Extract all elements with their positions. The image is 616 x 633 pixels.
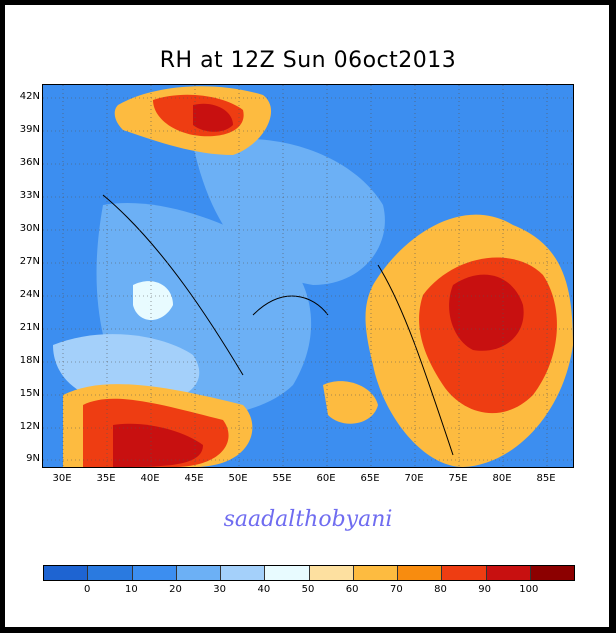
lon-label-40e: 40E — [140, 473, 160, 484]
legend-swatch-7 — [353, 566, 398, 580]
legend-swatch-1 — [88, 566, 133, 580]
lat-label-21n: 21N — [19, 322, 40, 333]
lon-label-55e: 55E — [272, 473, 292, 484]
lat-lon-grid — [43, 85, 573, 467]
lat-label-39n: 39N — [19, 124, 40, 135]
lon-label-80e: 80E — [492, 473, 512, 484]
legend-label-0: 0 — [83, 584, 91, 595]
legend-swatch-6 — [309, 566, 354, 580]
coastline-lines — [102, 194, 454, 456]
lat-label-24n: 24N — [19, 289, 40, 300]
legend-swatch-0 — [44, 566, 89, 580]
lat-label-36n: 36N — [19, 157, 40, 168]
legend-swatch-5 — [265, 566, 310, 580]
legend-label-80: 80 — [434, 584, 447, 595]
lat-label-30n: 30N — [19, 223, 40, 234]
legend-label-70: 70 — [389, 584, 403, 595]
sea-moist-patch — [323, 381, 378, 424]
legend-label-90: 90 — [478, 584, 492, 595]
rh-map-svg — [43, 85, 573, 467]
lat-label-27n: 27N — [19, 256, 40, 267]
legend-label-10: 10 — [124, 584, 138, 595]
lat-label-12n: 12N — [19, 421, 40, 432]
map-title: RH at 12Z Sun 06oct2013 — [159, 48, 457, 73]
legend-swatch-2 — [132, 566, 177, 580]
lat-label-15n: 15N — [19, 388, 40, 399]
signature-watermark: saadalthobyani — [223, 507, 393, 532]
lon-label-45e: 45E — [184, 473, 204, 484]
lon-label-35e: 35E — [96, 473, 116, 484]
color-legend-bar — [43, 565, 575, 581]
lat-label-42n: 42N — [19, 91, 40, 102]
lon-label-65e: 65E — [360, 473, 380, 484]
lon-label-70e: 70E — [404, 473, 424, 484]
north-saturated-region — [193, 103, 233, 132]
legend-swatch-4 — [221, 566, 266, 580]
lon-label-60e: 60E — [316, 473, 336, 484]
lon-label-30e: 30E — [52, 473, 72, 484]
legend-label-60: 60 — [345, 584, 359, 595]
legend-swatch-10 — [486, 566, 531, 580]
rh-map-panel — [42, 84, 574, 468]
legend-label-20: 20 — [169, 584, 182, 595]
iran-region — [193, 138, 385, 285]
south-saturated-region — [113, 423, 203, 467]
legend-label-100: 100 — [519, 584, 539, 595]
legend-swatch-11 — [530, 566, 574, 580]
legend-swatch-3 — [176, 566, 221, 580]
legend-label-40: 40 — [257, 584, 271, 595]
lon-label-85e: 85E — [536, 473, 556, 484]
legend-swatch-8 — [398, 566, 443, 580]
india-saturated-region — [449, 274, 524, 351]
near-white-patch — [133, 281, 173, 320]
legend-label-30: 30 — [213, 584, 227, 595]
lat-label-9n: 9N — [26, 453, 40, 464]
lat-label-33n: 33N — [19, 190, 40, 201]
legend-swatch-9 — [442, 566, 487, 580]
legend-label-50: 50 — [301, 584, 315, 595]
lon-label-50e: 50E — [228, 473, 248, 484]
lat-label-18n: 18N — [19, 355, 40, 366]
lon-label-75e: 75E — [448, 473, 468, 484]
